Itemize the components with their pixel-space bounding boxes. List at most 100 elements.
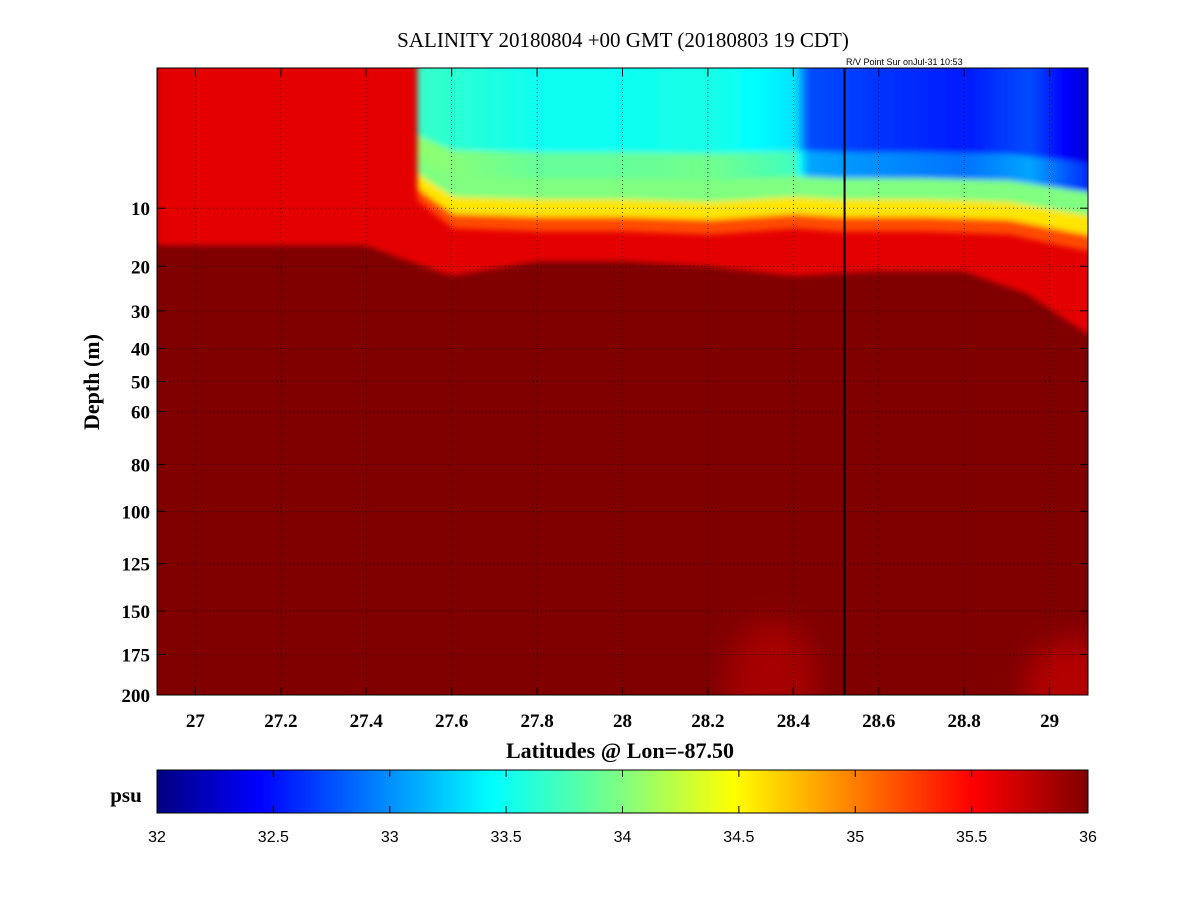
x-axis-label: Latitudes @ Lon=-87.50 xyxy=(506,738,734,763)
fresh-strip-band xyxy=(921,178,927,200)
fresh-strip-band xyxy=(769,68,775,153)
fresh-strip-band xyxy=(953,68,959,154)
fresh-strip-band xyxy=(517,68,523,153)
fresh-strip-band xyxy=(861,178,867,200)
fresh-strip-band xyxy=(541,199,547,218)
fresh-strip-band xyxy=(1005,180,1011,203)
y-tick-label: 200 xyxy=(122,686,151,707)
fresh-strip-band xyxy=(469,197,475,216)
fresh-strip-band xyxy=(1041,185,1047,209)
fresh-strip-band xyxy=(781,197,787,216)
fresh-strip-band xyxy=(513,216,519,231)
fresh-strip-band xyxy=(737,200,743,219)
fresh-strip-band xyxy=(617,178,623,200)
fresh-strip-band xyxy=(1069,161,1075,191)
fresh-strip-band xyxy=(773,215,779,230)
fresh-strip-band xyxy=(469,214,475,230)
fresh-strip-band xyxy=(929,217,935,232)
fresh-strip-band xyxy=(937,152,943,180)
fresh-strip-band xyxy=(733,68,739,154)
fresh-strip-band xyxy=(989,153,995,181)
fresh-strip-band xyxy=(901,178,907,200)
fresh-strip-band xyxy=(857,216,863,232)
fresh-strip-band xyxy=(945,217,951,233)
fresh-strip-band xyxy=(729,68,735,154)
fresh-strip-band xyxy=(1033,68,1039,158)
fresh-strip-band xyxy=(901,199,907,218)
fresh-strip-band xyxy=(1053,68,1059,160)
fresh-strip-band xyxy=(797,150,803,178)
fresh-strip-band xyxy=(461,214,467,229)
fresh-strip-band xyxy=(653,152,659,180)
fresh-strip-band xyxy=(441,171,447,192)
fresh-strip-band xyxy=(445,68,451,149)
fresh-strip-band xyxy=(449,68,455,151)
fresh-strip-band xyxy=(421,68,427,139)
fresh-strip-band xyxy=(477,215,483,230)
fresh-strip-band xyxy=(449,175,455,197)
fresh-strip-band xyxy=(897,152,903,179)
fresh-strip-band xyxy=(889,216,895,232)
fresh-strip-band xyxy=(813,177,819,199)
fresh-strip-band xyxy=(1017,203,1023,223)
fresh-strip-band xyxy=(573,199,579,218)
fresh-strip-band xyxy=(1061,188,1067,212)
fresh-strip-band xyxy=(889,152,895,179)
fresh-strip-band xyxy=(945,68,951,154)
fresh-strip-band xyxy=(849,152,855,179)
fresh-strip-band xyxy=(781,176,787,199)
fresh-strip-band xyxy=(845,68,851,153)
fresh-strip-band xyxy=(517,151,523,179)
fresh-strip-band xyxy=(709,201,715,221)
fresh-strip-band xyxy=(833,199,839,218)
plot-area xyxy=(157,68,1095,695)
fresh-strip-band xyxy=(569,216,575,232)
fresh-strip-band xyxy=(1017,155,1023,183)
fresh-strip-band xyxy=(541,152,547,179)
fresh-strip-band xyxy=(905,199,911,218)
fresh-strip-band xyxy=(433,166,439,187)
fresh-strip-band xyxy=(629,178,635,201)
fresh-strip-band xyxy=(697,219,703,235)
fresh-strip-band xyxy=(517,198,523,217)
fresh-strip-band xyxy=(957,152,963,180)
fresh-strip-band xyxy=(901,68,907,153)
fresh-strip-band xyxy=(873,178,879,200)
fresh-strip-band xyxy=(417,135,423,159)
fresh-strip-band xyxy=(881,199,887,218)
fresh-strip-band xyxy=(1041,208,1047,228)
fresh-strip-band xyxy=(425,68,431,141)
fresh-strip-band xyxy=(605,68,611,153)
fresh-strip-band xyxy=(1090,235,1095,251)
fresh-strip-band xyxy=(581,199,587,218)
fresh-strip-band xyxy=(1037,185,1043,208)
x-tick-label: 28.2 xyxy=(691,711,724,732)
fresh-strip-band xyxy=(585,178,591,200)
fresh-strip-band xyxy=(729,179,735,202)
fresh-strip-band xyxy=(445,148,451,174)
fresh-strip-band xyxy=(997,219,1003,235)
fresh-strip-band xyxy=(633,152,639,180)
fresh-strip-band xyxy=(893,68,899,153)
fresh-strip-band xyxy=(629,68,635,153)
fresh-strip-band xyxy=(569,199,575,218)
fresh-strip-band xyxy=(505,177,511,200)
fresh-strip-band xyxy=(525,68,531,153)
fresh-strip-band xyxy=(1001,180,1007,203)
fresh-strip-band xyxy=(497,151,503,178)
fresh-strip-band xyxy=(809,177,815,199)
fresh-strip-band xyxy=(465,150,471,178)
y-tick-label: 30 xyxy=(131,302,150,323)
fresh-strip-band xyxy=(589,152,595,179)
fresh-strip-band xyxy=(949,200,955,219)
fresh-strip-band xyxy=(561,199,567,218)
fresh-strip-band xyxy=(697,68,703,155)
fresh-strip-band xyxy=(913,199,919,218)
fresh-strip-band xyxy=(817,215,823,231)
fresh-strip-band xyxy=(741,217,747,233)
fresh-strip-band xyxy=(1053,210,1059,230)
fresh-strip-band xyxy=(853,152,859,179)
fresh-strip-band xyxy=(913,68,919,153)
colorbar: psu 32 32.5 33 33.5 34 34.5 35 35.5 36 xyxy=(110,769,1097,846)
fresh-strip-band xyxy=(889,68,895,153)
